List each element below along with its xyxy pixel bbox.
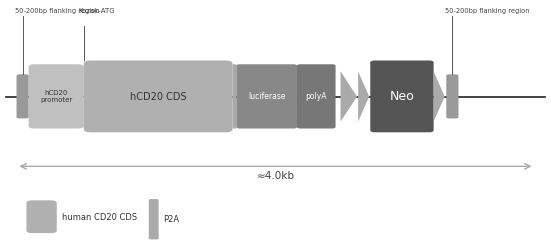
Text: ≈4.0kb: ≈4.0kb <box>257 171 294 181</box>
Polygon shape <box>434 71 445 122</box>
Text: hCD20
promoter: hCD20 promoter <box>40 90 72 103</box>
Text: hCD20 CDS: hCD20 CDS <box>130 91 186 102</box>
FancyBboxPatch shape <box>236 64 297 129</box>
FancyBboxPatch shape <box>29 64 84 129</box>
Text: luciferase: luciferase <box>248 92 285 101</box>
FancyBboxPatch shape <box>17 74 29 118</box>
FancyBboxPatch shape <box>297 64 336 129</box>
Text: Kozak-ATG: Kozak-ATG <box>78 8 115 14</box>
Text: polyA: polyA <box>305 92 327 101</box>
FancyBboxPatch shape <box>446 74 458 118</box>
FancyBboxPatch shape <box>26 200 57 233</box>
FancyBboxPatch shape <box>233 64 236 129</box>
Text: 50-200bp flanking region: 50-200bp flanking region <box>15 8 100 14</box>
FancyBboxPatch shape <box>84 60 233 132</box>
Text: human CD20 CDS: human CD20 CDS <box>62 213 137 222</box>
Text: P2A: P2A <box>163 215 179 224</box>
Text: 50-200bp flanking region: 50-200bp flanking region <box>445 8 530 14</box>
FancyBboxPatch shape <box>149 199 159 239</box>
Text: Neo: Neo <box>390 90 414 103</box>
FancyBboxPatch shape <box>370 60 434 132</box>
Polygon shape <box>341 71 357 122</box>
Polygon shape <box>358 71 369 122</box>
